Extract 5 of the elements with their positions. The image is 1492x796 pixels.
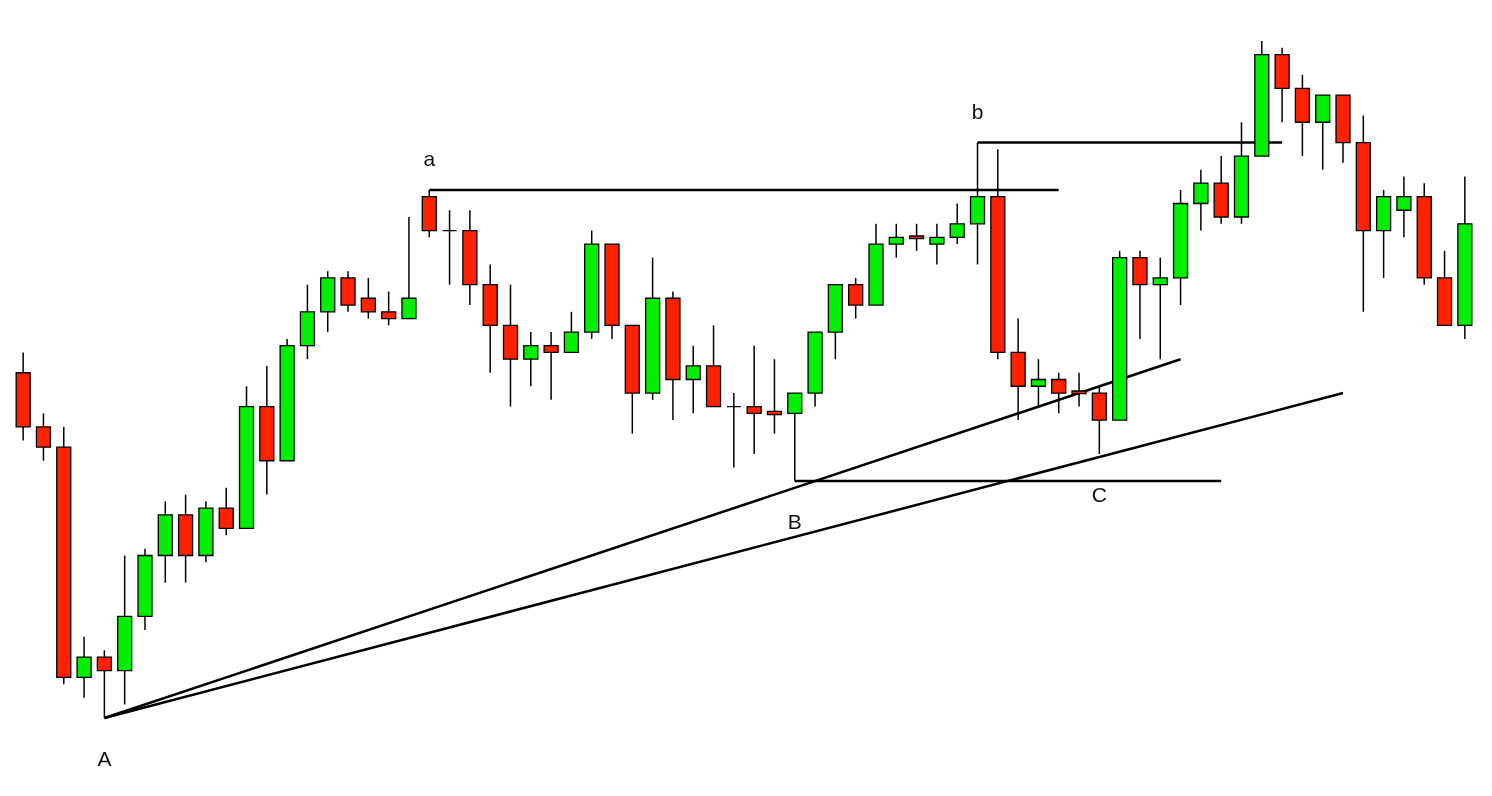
annotation: b (971, 99, 984, 123)
annotation: a (423, 146, 436, 170)
annotation: B (787, 510, 802, 534)
annotation: A (97, 747, 112, 770)
annotation: C (1091, 482, 1107, 506)
